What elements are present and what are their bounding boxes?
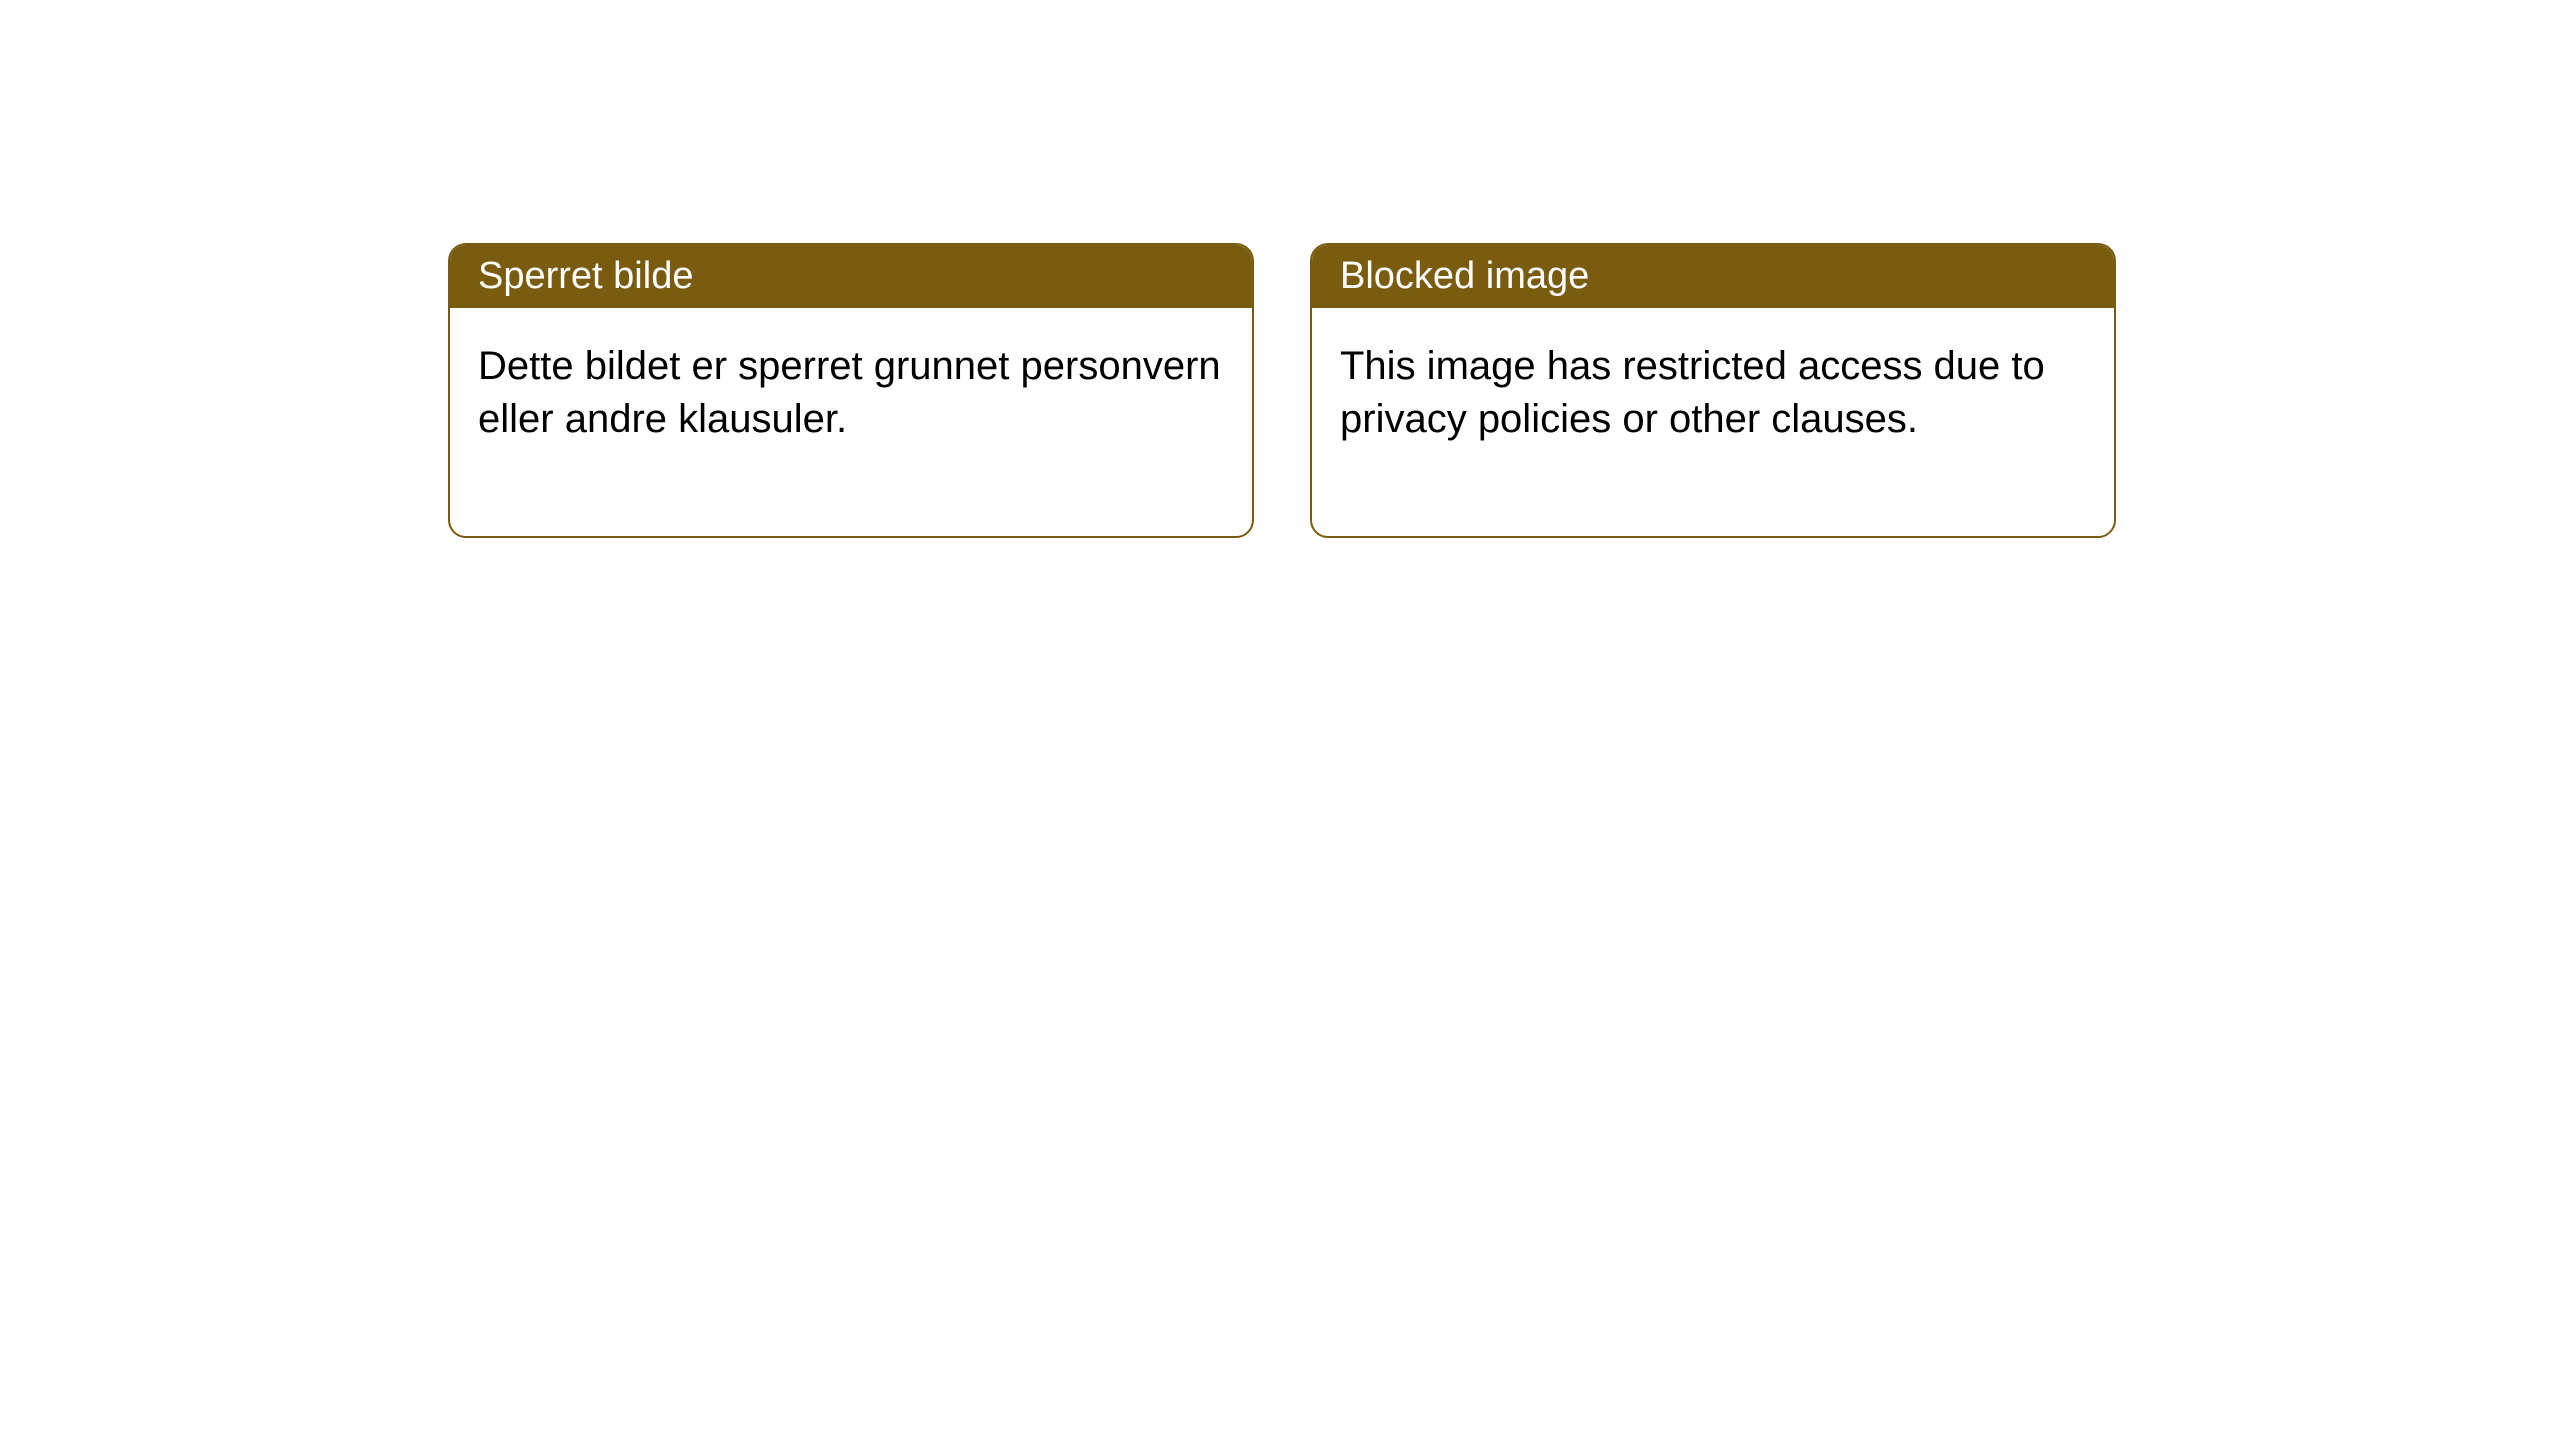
notice-body-text: This image has restricted access due to … [1312,308,2114,536]
notice-header: Sperret bilde [450,245,1252,308]
notice-card-norwegian: Sperret bilde Dette bildet er sperret gr… [448,243,1254,538]
notice-container: Sperret bilde Dette bildet er sperret gr… [0,0,2560,538]
notice-body-text: Dette bildet er sperret grunnet personve… [450,308,1252,536]
notice-header: Blocked image [1312,245,2114,308]
notice-card-english: Blocked image This image has restricted … [1310,243,2116,538]
